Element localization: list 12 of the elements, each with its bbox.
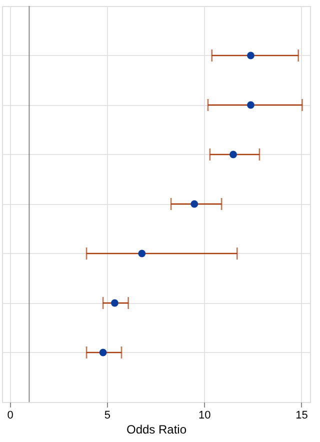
point [247,52,254,60]
point [99,348,107,356]
x-tick-label: 0 [7,410,14,422]
point [111,299,118,307]
point [247,101,254,109]
point [138,250,146,258]
x-tick-label: 15 [296,410,308,422]
point [230,150,237,158]
x-tick-label: 5 [104,410,110,422]
x-axis-title: Odds Ratio [126,422,187,436]
point [190,200,198,208]
x-tick-label: 10 [198,410,211,422]
